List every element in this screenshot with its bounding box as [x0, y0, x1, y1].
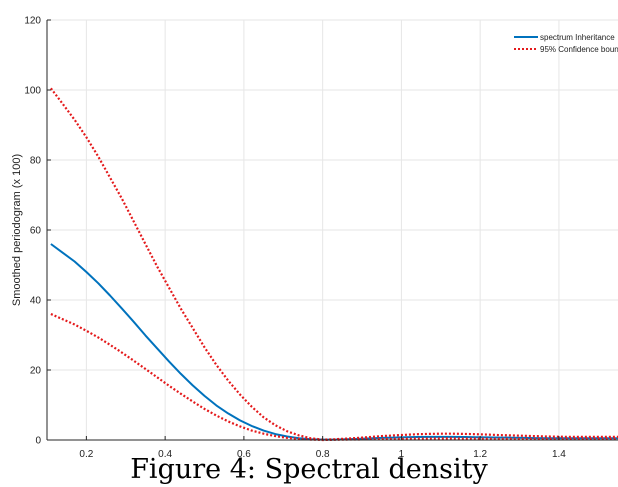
- x-tick-label: 1.4: [552, 449, 566, 460]
- x-tick-label: 0.8: [316, 449, 330, 460]
- y-tick-label: 100: [24, 86, 41, 97]
- x-tick-label: 0.6: [237, 449, 251, 460]
- legend: spectrum Inheritance 95% Confidence bound…: [514, 33, 618, 54]
- y-ticks: 0 20 40 60 80 100 120: [24, 16, 51, 447]
- y-tick-label: 120: [24, 16, 41, 27]
- y-tick-label: 0: [35, 436, 41, 447]
- x-tick-label: 0.2: [79, 449, 93, 460]
- x-ticks: 0.2 0.4 0.6 0.8 1 1.2 1.4: [79, 436, 566, 460]
- y-tick-label: 80: [30, 156, 42, 167]
- x-tick-label: 1: [399, 449, 405, 460]
- legend-label: spectrum Inheritance: [540, 33, 615, 42]
- legend-label: 95% Confidence bounds: [540, 45, 618, 54]
- y-tick-label: 40: [30, 296, 42, 307]
- y-tick-label: 20: [30, 366, 42, 377]
- x-tick-label: 0.4: [158, 449, 172, 460]
- x-tick-label: 1.2: [473, 449, 487, 460]
- y-axis-label: Smoothed periodogram (x 100): [11, 154, 23, 306]
- y-tick-label: 60: [30, 226, 42, 237]
- figure-caption: Figure 4: Spectral density: [130, 454, 488, 485]
